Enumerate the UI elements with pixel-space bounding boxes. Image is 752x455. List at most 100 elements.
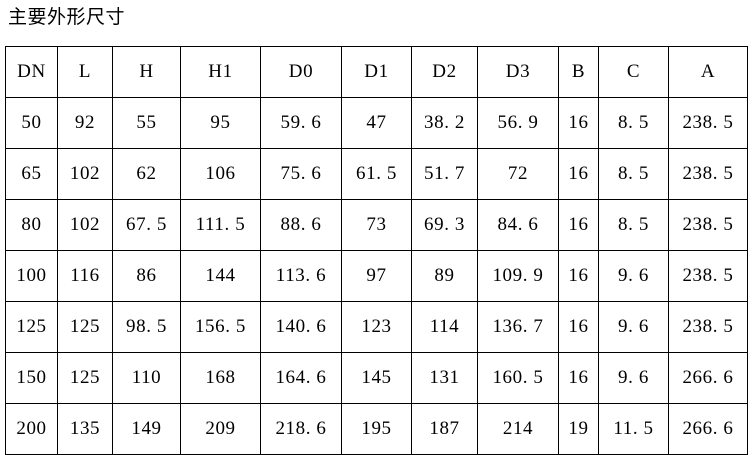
column-header-h: H bbox=[112, 46, 181, 98]
cell-h-6: 149 bbox=[112, 403, 181, 455]
cell-d3-6: 214 bbox=[477, 403, 559, 455]
cell-l-5: 125 bbox=[57, 352, 113, 404]
column-header-d3: D3 bbox=[477, 46, 559, 98]
column-header-d2: D2 bbox=[411, 46, 478, 98]
cell-dn-0: 50 bbox=[5, 97, 58, 149]
cell-h-5: 110 bbox=[112, 352, 181, 404]
cell-a-2: 238. 5 bbox=[668, 199, 748, 251]
cell-d3-4: 136. 7 bbox=[477, 301, 559, 353]
cell-d0-3: 113. 6 bbox=[260, 250, 342, 302]
main-dimensions-table: DN L H H1 D0 D1 D2 D3 B C A 50 92 55 95 59. 6 47 38. 2 56… bbox=[5, 46, 748, 455]
cell-c-2: 8. 5 bbox=[598, 199, 669, 251]
cell-c-5: 9. 6 bbox=[598, 352, 669, 404]
cell-d2-6: 187 bbox=[411, 403, 478, 455]
cell-h-2: 67. 5 bbox=[112, 199, 181, 251]
column-header-dn: DN bbox=[5, 46, 58, 98]
cell-d3-2: 84. 6 bbox=[477, 199, 559, 251]
cell-d2-0: 38. 2 bbox=[411, 97, 478, 149]
cell-h1-4: 156. 5 bbox=[180, 301, 261, 353]
cell-h1-3: 144 bbox=[180, 250, 261, 302]
table-row: 65 102 62 106 75. 6 61. 5 51. 7 72 16 8. 5 238. 5 bbox=[5, 148, 748, 200]
cell-dn-3: 100 bbox=[5, 250, 58, 302]
cell-d2-2: 69. 3 bbox=[411, 199, 478, 251]
cell-b-6: 19 bbox=[558, 403, 599, 455]
cell-a-1: 238. 5 bbox=[668, 148, 748, 200]
cell-b-5: 16 bbox=[558, 352, 599, 404]
table-row: 150 125 110 168 164. 6 145 131 160. 5 16 9. 6 266.… bbox=[5, 352, 748, 404]
cell-c-1: 8. 5 bbox=[598, 148, 669, 200]
cell-dn-4: 125 bbox=[5, 301, 58, 353]
cell-d0-4: 140. 6 bbox=[260, 301, 342, 353]
cell-l-2: 102 bbox=[57, 199, 113, 251]
cell-b-0: 16 bbox=[558, 97, 599, 149]
cell-a-5: 266. 6 bbox=[668, 352, 748, 404]
header-row: DN L H H1 D0 D1 D2 D3 B C A bbox=[5, 46, 748, 98]
cell-dn-2: 80 bbox=[5, 199, 58, 251]
cell-d3-3: 109. 9 bbox=[477, 250, 559, 302]
cell-d0-6: 218. 6 bbox=[260, 403, 342, 455]
cell-l-0: 92 bbox=[57, 97, 113, 149]
column-header-d0: D0 bbox=[260, 46, 342, 98]
column-header-b: B bbox=[558, 46, 599, 98]
cell-c-6: 11. 5 bbox=[598, 403, 669, 455]
cell-d1-5: 145 bbox=[341, 352, 412, 404]
cell-d1-4: 123 bbox=[341, 301, 412, 353]
cell-h-3: 86 bbox=[112, 250, 181, 302]
cell-dn-5: 150 bbox=[5, 352, 58, 404]
column-header-a: A bbox=[668, 46, 748, 98]
cell-d0-5: 164. 6 bbox=[260, 352, 342, 404]
cell-h1-6: 209 bbox=[180, 403, 261, 455]
cell-dn-1: 65 bbox=[5, 148, 58, 200]
cell-d0-1: 75. 6 bbox=[260, 148, 342, 200]
cell-d3-1: 72 bbox=[477, 148, 559, 200]
cell-l-1: 102 bbox=[57, 148, 113, 200]
cell-d0-2: 88. 6 bbox=[260, 199, 342, 251]
cell-d2-4: 114 bbox=[411, 301, 478, 353]
column-header-d1: D1 bbox=[341, 46, 412, 98]
column-header-c: C bbox=[598, 46, 669, 98]
cell-c-3: 9. 6 bbox=[598, 250, 669, 302]
table-body: 50 92 55 95 59. 6 47 38. 2 56. 9 16 8. 5 238. 5 65 1… bbox=[5, 97, 748, 455]
cell-d2-1: 51. 7 bbox=[411, 148, 478, 200]
cell-b-4: 16 bbox=[558, 301, 599, 353]
cell-h1-1: 106 bbox=[180, 148, 261, 200]
page-title: 主要外形尺寸 bbox=[8, 7, 126, 28]
column-header-h1: H1 bbox=[180, 46, 261, 98]
cell-d0-0: 59. 6 bbox=[260, 97, 342, 149]
cell-d1-3: 97 bbox=[341, 250, 412, 302]
cell-h-0: 55 bbox=[112, 97, 181, 149]
cell-d1-6: 195 bbox=[341, 403, 412, 455]
cell-dn-6: 200 bbox=[5, 403, 58, 455]
table-row: 100 116 86 144 113. 6 97 89 109. 9 16 9. 6 238. 5 bbox=[5, 250, 748, 302]
column-header-l: L bbox=[57, 46, 113, 98]
cell-h-4: 98. 5 bbox=[112, 301, 181, 353]
table-row: 50 92 55 95 59. 6 47 38. 2 56. 9 16 8. 5 238. 5 bbox=[5, 97, 748, 149]
cell-h1-0: 95 bbox=[180, 97, 261, 149]
cell-d3-0: 56. 9 bbox=[477, 97, 559, 149]
cell-d1-1: 61. 5 bbox=[341, 148, 412, 200]
cell-a-3: 238. 5 bbox=[668, 250, 748, 302]
cell-l-4: 125 bbox=[57, 301, 113, 353]
cell-a-6: 266. 6 bbox=[668, 403, 748, 455]
table-container: DN L H H1 D0 D1 D2 D3 B C A 50 92 55 95 59. 6 47 38. 2 56… bbox=[5, 46, 748, 455]
table-header: DN L H H1 D0 D1 D2 D3 B C A bbox=[5, 46, 748, 98]
cell-h-1: 62 bbox=[112, 148, 181, 200]
cell-d3-5: 160. 5 bbox=[477, 352, 559, 404]
cell-h1-5: 168 bbox=[180, 352, 261, 404]
cell-b-3: 16 bbox=[558, 250, 599, 302]
cell-b-1: 16 bbox=[558, 148, 599, 200]
cell-d1-2: 73 bbox=[341, 199, 412, 251]
cell-d2-5: 131 bbox=[411, 352, 478, 404]
cell-b-2: 16 bbox=[558, 199, 599, 251]
cell-l-6: 135 bbox=[57, 403, 113, 455]
cell-a-4: 238. 5 bbox=[668, 301, 748, 353]
cell-c-0: 8. 5 bbox=[598, 97, 669, 149]
cell-d1-0: 47 bbox=[341, 97, 412, 149]
cell-d2-3: 89 bbox=[411, 250, 478, 302]
table-row: 125 125 98. 5 156. 5 140. 6 123 114 136. 7 16 9. … bbox=[5, 301, 748, 353]
cell-a-0: 238. 5 bbox=[668, 97, 748, 149]
cell-l-3: 116 bbox=[57, 250, 113, 302]
cell-h1-2: 111. 5 bbox=[180, 199, 261, 251]
